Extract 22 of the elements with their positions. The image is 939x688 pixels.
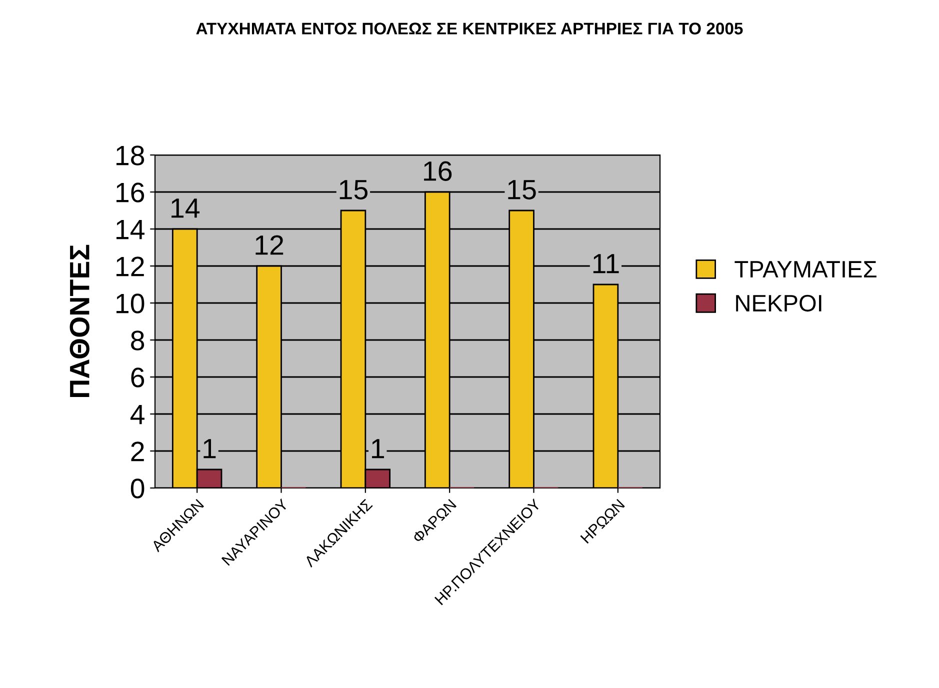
data-label: 1 <box>372 439 384 458</box>
y-tick-label: 16 <box>116 182 144 202</box>
y-tick-label: 18 <box>116 146 144 166</box>
legend-label: ΝΕΚΡΟΙ <box>736 294 822 312</box>
legend-label: ΤΡΑΥΜΑΤΙΕΣ <box>734 261 876 278</box>
data-label: 1 <box>204 439 216 458</box>
y-tick-label: 12 <box>116 256 144 276</box>
y-tick-label: 10 <box>116 294 144 314</box>
y-tick-label: 4 <box>130 404 144 424</box>
y-tick-label: 0 <box>130 478 144 498</box>
y-tick-label: 6 <box>131 368 144 388</box>
data-label: 14 <box>172 198 200 218</box>
chart-title: ΑΤΥΧΗΜΑΤΑ ΕΝΤΟΣ ΠΟΛΕΩΣ ΣΕ ΚΕΝΤΡΙΚΕΣ ΑΡΤΗΡΙΕΣ ΓΙΑ ΤΟ 2005 <box>196 22 743 34</box>
data-label: 11 <box>593 254 619 274</box>
y-tick-label: 2 <box>131 442 144 462</box>
data-label: 16 <box>424 161 452 181</box>
y-tick-label: 8 <box>131 330 144 350</box>
y-axis-title: ΠΑΘΟΝΤΕΣ <box>70 244 90 398</box>
data-label: 15 <box>508 180 536 200</box>
data-label: 12 <box>256 235 284 255</box>
data-label: 15 <box>340 180 368 200</box>
y-tick-label: 14 <box>116 220 144 240</box>
